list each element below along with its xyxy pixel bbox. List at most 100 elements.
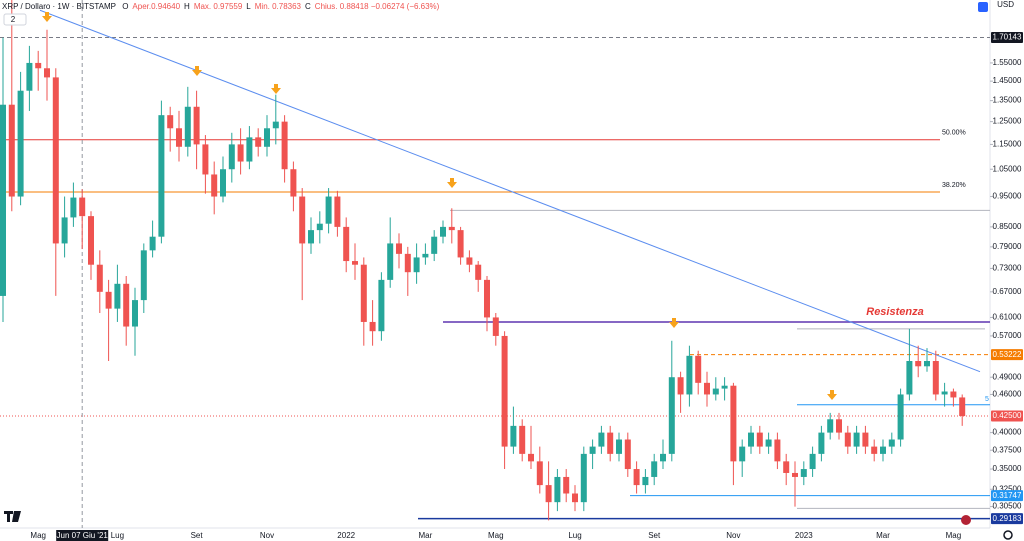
x-tick-label: Lug — [568, 531, 581, 540]
candle-body — [299, 196, 306, 244]
candle-body — [915, 361, 922, 367]
x-tick-label: Lug — [111, 531, 124, 540]
currency-icon[interactable] — [978, 2, 988, 12]
candle-body — [519, 425, 526, 454]
candle-body — [739, 446, 746, 462]
candle-body — [35, 62, 42, 69]
candle-body — [721, 385, 728, 389]
candle-body — [176, 128, 182, 147]
candle-body — [624, 439, 631, 470]
candle-body — [272, 121, 279, 129]
candle-body — [695, 355, 702, 383]
ohlc-item: Aper.0.94640 — [132, 2, 181, 11]
x-tick-label: Set — [191, 531, 204, 540]
y-tick-label: 0.73000 — [993, 264, 1022, 273]
candle-body — [818, 432, 825, 454]
price-label-bg — [991, 410, 1023, 422]
candle-body — [475, 264, 482, 280]
y-tick-label: 0.35000 — [993, 464, 1022, 473]
candle-body — [712, 388, 719, 395]
y-tick-label: 0.37500 — [993, 445, 1022, 454]
y-tick-label: 1.45000 — [993, 76, 1022, 85]
candle-body — [862, 432, 869, 447]
candle-body — [871, 446, 878, 454]
ohlc-item: Min. 0.78363 — [254, 2, 302, 11]
x-tick-label: Jun 07 Giu '21 — [57, 531, 109, 540]
candle-body — [79, 197, 86, 217]
indicator-toggle[interactable] — [3, 13, 27, 26]
candle-body — [836, 419, 842, 433]
crosshair-label-bg — [56, 530, 109, 541]
candle-body — [492, 317, 499, 336]
candle-body — [572, 493, 578, 503]
y-tick-label: 0.57000 — [993, 331, 1022, 340]
y-tick-label: 0.85000 — [993, 222, 1022, 231]
candle-body — [765, 439, 772, 447]
candle-body — [792, 472, 798, 477]
arrow — [827, 390, 837, 400]
currency-label[interactable]: USD — [997, 0, 1014, 9]
ohlc-item: Chius. 0.88418 −0.06274 (−6.63%) — [314, 2, 440, 11]
arrow — [192, 66, 202, 76]
flag-icon[interactable] — [961, 515, 971, 525]
candle-body — [651, 461, 658, 477]
candle-body — [563, 476, 570, 494]
price-label-bg — [991, 31, 1023, 43]
arrow — [271, 84, 281, 94]
ohlc-item: H — [184, 2, 190, 11]
candle-body — [290, 169, 297, 197]
y-tick-label: 0.79000 — [993, 242, 1022, 251]
candle-body — [484, 279, 490, 318]
candle-body — [26, 62, 33, 91]
y-tick-label: 1.55000 — [993, 58, 1022, 67]
candle-body — [220, 169, 226, 197]
candle-body — [88, 216, 94, 265]
candle-body — [668, 377, 675, 454]
symbol-title: XRP / Dollaro · 1W · BITSTAMP — [2, 2, 116, 11]
settings-icon[interactable] — [1003, 530, 1013, 540]
candle-body — [378, 279, 385, 332]
candle-body — [809, 453, 816, 470]
candle-body — [132, 300, 138, 327]
candle-body — [44, 68, 50, 78]
candle-body — [633, 469, 640, 486]
price-label-bg — [991, 490, 1023, 502]
candle-body — [932, 361, 939, 395]
y-tick-label: 1.05000 — [993, 164, 1022, 173]
x-tick-label: Mar — [876, 531, 890, 540]
candle-body — [8, 104, 15, 197]
legend-header: XRP / Dollaro · 1W · BITSTAMP O Aper.0.94… — [2, 2, 447, 11]
candle-body — [880, 446, 886, 454]
y-tick-label: 0.32500 — [993, 484, 1022, 493]
candle-body — [677, 377, 684, 395]
candle-body — [246, 137, 253, 162]
candle-body — [501, 335, 508, 447]
candle-body — [211, 174, 218, 197]
candle-body — [0, 104, 6, 296]
price-label-bg — [991, 513, 1023, 525]
candle-body — [149, 236, 156, 251]
candle-body — [774, 439, 781, 462]
candle-body — [158, 115, 165, 237]
x-tick-label: Nov — [726, 531, 740, 540]
candle-body — [325, 196, 332, 224]
arrow — [447, 178, 457, 188]
candle-body — [96, 264, 103, 292]
price-label: 1.70143 — [993, 33, 1022, 42]
indicator-count: 2 — [11, 15, 16, 24]
candle-body — [202, 144, 209, 175]
candle-body — [369, 321, 376, 332]
candle-body — [510, 425, 517, 447]
x-tick-label: Mar — [419, 531, 433, 540]
candle-body — [686, 355, 693, 395]
candle-body — [396, 243, 402, 254]
candle-body — [167, 115, 174, 129]
x-tick-label: Nov — [260, 531, 274, 540]
candle-body — [343, 226, 350, 262]
candle-body — [704, 382, 710, 395]
y-tick-label: 0.30500 — [993, 502, 1022, 511]
x-tick-label: 2022 — [337, 531, 355, 540]
candle-body — [457, 230, 464, 258]
